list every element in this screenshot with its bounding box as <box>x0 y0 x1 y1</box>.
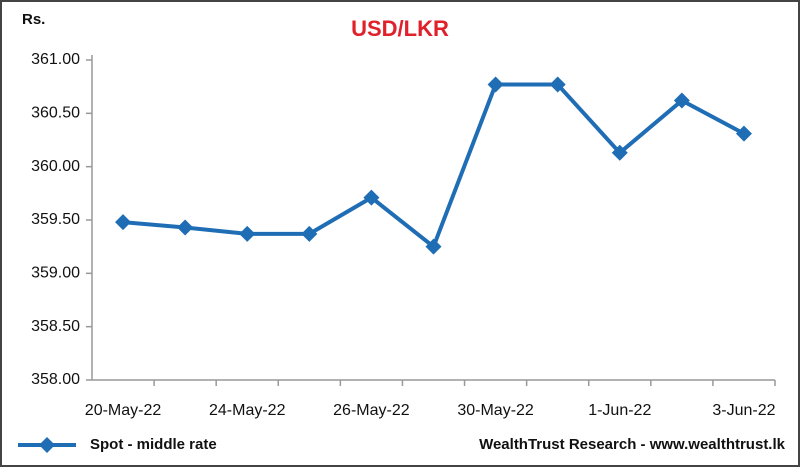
point-marker <box>239 225 256 242</box>
point-marker <box>177 219 194 236</box>
y-tick-label: 360.50 <box>31 105 80 122</box>
y-tick-label: 361.00 <box>31 51 80 68</box>
x-tick-label: 1-Jun-22 <box>588 402 651 419</box>
point-marker <box>735 125 752 142</box>
source: WealthTrust Research - www.wealthtrust.l… <box>479 436 786 453</box>
point-marker <box>611 144 628 161</box>
legend-label: Spot - middle rate <box>90 436 217 453</box>
point-marker <box>487 76 504 93</box>
x-tick-label: 24-May-22 <box>209 402 286 419</box>
y-tick-label: 359.00 <box>31 265 80 282</box>
x-tick-label: 26-May-22 <box>333 402 410 419</box>
x-tick-label: 3-Jun-22 <box>712 402 775 419</box>
y-tick-label: 360.00 <box>31 158 80 175</box>
point-marker <box>363 189 380 206</box>
point-marker <box>301 225 318 242</box>
point-marker <box>115 214 132 231</box>
point-marker <box>425 238 442 255</box>
y-axis-label: Rs. <box>22 11 45 28</box>
x-tick-label: 30-May-22 <box>457 402 534 419</box>
legend-marker <box>39 437 55 453</box>
x-tick-label: 20-May-22 <box>85 402 162 419</box>
point-marker <box>673 92 690 109</box>
y-tick-label: 358.00 <box>31 371 80 388</box>
point-marker <box>549 76 566 93</box>
chart-title: USD/LKR <box>351 16 449 41</box>
y-tick-label: 358.50 <box>31 318 80 335</box>
y-tick-label: 359.50 <box>31 211 80 228</box>
